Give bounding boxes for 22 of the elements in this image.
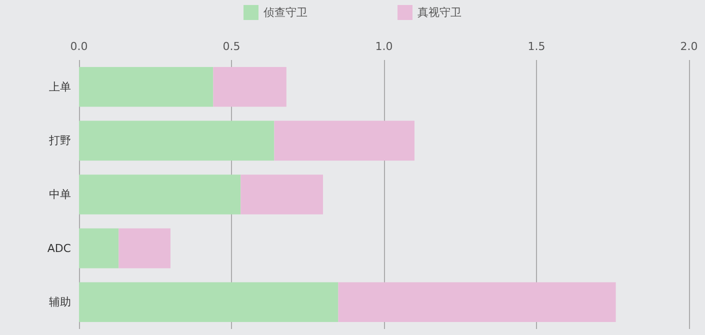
x-tick-label: 2.0	[680, 40, 698, 53]
bar	[79, 174, 241, 214]
x-tick-label: 0.5	[222, 40, 240, 53]
y-tick-label: 上单	[49, 80, 71, 94]
bar	[274, 120, 414, 161]
bar	[79, 66, 214, 107]
y-tick-label: 打野	[48, 134, 71, 148]
legend-label: 真视守卫	[418, 6, 462, 19]
x-tick-label: 1.5	[528, 40, 546, 53]
y-tick-label: 中单	[49, 188, 71, 201]
y-tick-label: 辅助	[49, 296, 71, 309]
bar	[79, 120, 274, 161]
x-tick-label: 1.0	[375, 40, 393, 53]
bar	[118, 228, 170, 268]
bar	[79, 228, 119, 268]
bar	[213, 66, 286, 107]
legend-label: 侦查守卫	[264, 6, 308, 19]
bar	[338, 282, 616, 322]
x-tick-label: 0.0	[70, 40, 88, 53]
bar	[79, 282, 338, 322]
bar	[240, 174, 323, 214]
y-tick-label: ADC	[47, 242, 72, 255]
